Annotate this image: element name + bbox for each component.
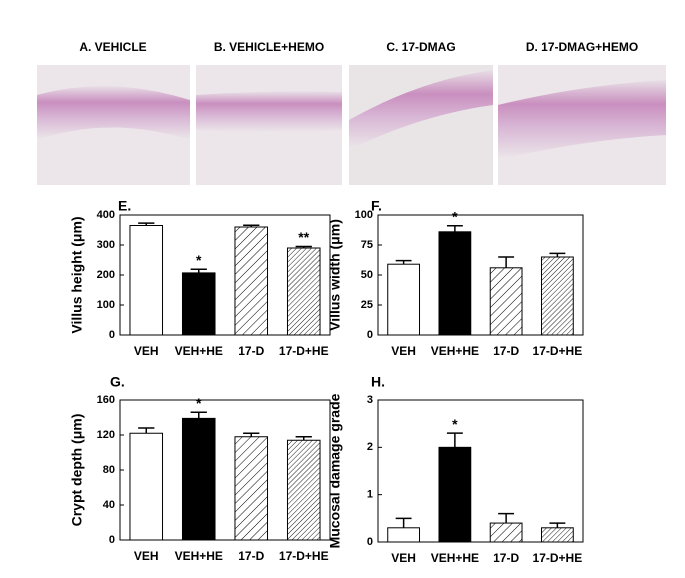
error-bar: [190, 411, 207, 419]
x-tick-label: VEH+HE: [431, 344, 479, 358]
y-tick-label: 400: [97, 209, 115, 221]
tissue: [498, 80, 666, 160]
bar: [489, 267, 523, 336]
error-bar: [446, 225, 463, 232]
x-tick-label: VEH+HE: [431, 551, 479, 565]
x-tick-label: 17-D+HE: [533, 344, 583, 358]
x-tick-label: VEH: [391, 344, 416, 358]
error-bar: [549, 522, 566, 528]
error-bar: [395, 517, 412, 528]
tissue: [196, 91, 342, 133]
significance-label: *: [196, 395, 202, 411]
y-axis-label: Villus height (μm): [69, 216, 85, 333]
error-bar: [190, 268, 207, 273]
bar: [438, 446, 472, 543]
bar: [540, 256, 574, 336]
plot-frame: [377, 399, 584, 543]
y-tick-label: 0: [367, 536, 373, 548]
y-tick-label: 100: [97, 299, 115, 311]
y-tick-label: 160: [97, 394, 115, 406]
y-tick-label: 2: [367, 441, 373, 453]
micrographs: [37, 65, 666, 185]
y-tick-label: 25: [361, 299, 373, 311]
y-tick-label: 40: [103, 499, 115, 511]
error-bar: [295, 436, 312, 441]
error-bar: [138, 427, 155, 434]
y-tick-label: 200: [97, 269, 115, 281]
image-title: D. 17-DMAG+HEMO: [526, 40, 638, 54]
y-tick-label: 0: [109, 329, 115, 341]
significance-label: *: [196, 252, 202, 268]
y-tick-label: 80: [103, 464, 115, 476]
y-tick-label: 1: [367, 489, 373, 501]
error-bar: [446, 432, 463, 448]
y-tick-label: 100: [355, 209, 373, 221]
error-bar: [498, 512, 515, 524]
y-axis-label: Mucosal damage grade: [327, 393, 343, 548]
x-tick-label: 17-D: [238, 344, 264, 358]
y-axis-label: Villus width (μm): [327, 219, 343, 331]
bar: [540, 527, 574, 543]
panel-label: F.: [371, 198, 382, 214]
x-tick-label: 17-D: [493, 551, 519, 565]
tissue: [349, 70, 493, 150]
bar: [181, 417, 216, 541]
y-axis-label: Crypt depth (μm): [69, 414, 85, 527]
plot-frame: [119, 399, 331, 541]
significance-label: *: [452, 209, 458, 225]
y-tick-label: 3: [367, 394, 373, 406]
error-bar: [243, 432, 260, 437]
tissue: [37, 86, 190, 140]
x-tick-label: 17-D+HE: [279, 549, 329, 563]
bar: [387, 527, 421, 543]
plot-frame: [119, 214, 331, 336]
y-tick-label: 300: [97, 239, 115, 251]
bar: [286, 439, 321, 541]
x-tick-label: VEH+HE: [175, 344, 223, 358]
x-tick-label: VEH+HE: [175, 549, 223, 563]
bar: [286, 247, 321, 336]
image-title: B. VEHICLE+HEMO: [214, 40, 324, 54]
panel-label: E.: [118, 198, 131, 214]
bar: [234, 226, 269, 336]
y-tick-label: 120: [97, 429, 115, 441]
error-bar: [498, 256, 515, 268]
image-title: A. VEHICLE: [79, 40, 146, 54]
bar: [387, 263, 421, 336]
bar: [181, 272, 216, 336]
y-tick-label: 0: [367, 329, 373, 341]
y-tick-label: 0: [109, 534, 115, 546]
significance-label: **: [298, 229, 309, 245]
bar: [234, 436, 269, 541]
x-tick-label: 17-D+HE: [279, 344, 329, 358]
bar: [129, 432, 164, 541]
bar: [438, 231, 472, 336]
x-tick-label: VEH: [391, 551, 416, 565]
error-bar: [549, 252, 566, 257]
bar: [489, 522, 523, 543]
x-tick-label: 17-D+HE: [533, 551, 583, 565]
significance-label: *: [452, 416, 458, 432]
image-title: C. 17-DMAG: [386, 40, 455, 54]
panel-label: G.: [110, 374, 125, 390]
y-tick-label: 50: [361, 269, 373, 281]
x-tick-label: 17-D: [493, 344, 519, 358]
x-tick-label: VEH: [134, 344, 159, 358]
error-bar: [395, 259, 412, 265]
panel-label: H.: [371, 374, 385, 390]
y-tick-label: 75: [361, 239, 373, 251]
x-tick-label: 17-D: [238, 549, 264, 563]
x-tick-label: VEH: [134, 549, 159, 563]
plot-frame: [377, 214, 584, 336]
bar: [129, 225, 164, 336]
